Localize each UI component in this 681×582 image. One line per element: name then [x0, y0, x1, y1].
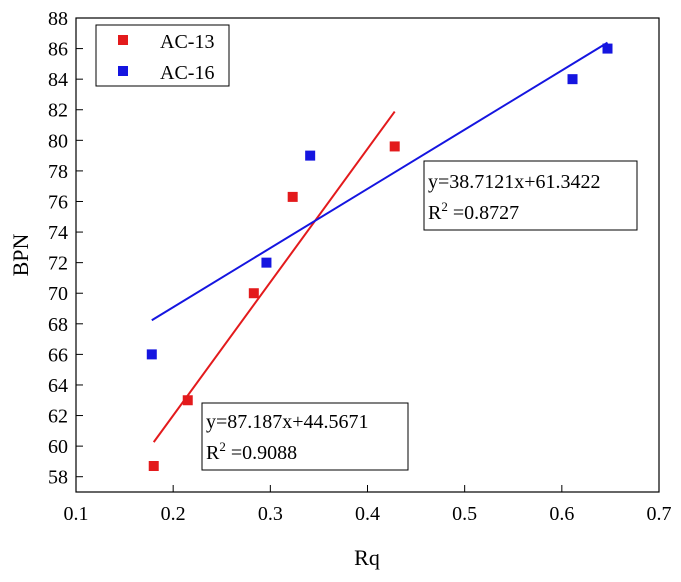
x-axis-title: Rq: [354, 545, 380, 570]
x-tick-label: 0.5: [452, 503, 477, 525]
r2-ac16: R2 =0.8727: [428, 199, 519, 224]
point-ac16: [602, 43, 613, 54]
annotation-box-ac16: [423, 160, 638, 231]
fit-line-ac16: [151, 41, 609, 322]
annotation-box-ac13: [201, 402, 409, 471]
point-ac13: [389, 141, 400, 152]
y-tick-label: 82: [48, 100, 68, 122]
x-tick-label: 0.4: [355, 503, 380, 525]
x-tick-label: 0.7: [647, 503, 672, 525]
x-tick-label: 0.3: [258, 503, 283, 525]
point-ac13: [182, 395, 193, 406]
y-tick-label: 84: [48, 69, 68, 91]
r2-ac13: R2 =0.9088: [206, 439, 297, 464]
point-ac13: [248, 288, 259, 299]
equation-ac13: y=87.187x+44.5671: [206, 411, 369, 433]
y-tick-label: 62: [48, 406, 68, 428]
point-ac16: [146, 349, 157, 360]
y-axis-title: BPN: [8, 233, 33, 276]
y-tick-label: 78: [48, 161, 68, 183]
y-tick-label: 58: [48, 467, 68, 489]
point-ac13: [148, 461, 159, 472]
y-tick-label: 66: [48, 344, 68, 366]
data-points: [146, 43, 613, 472]
point-ac16: [305, 150, 316, 161]
fit-line-ac13: [152, 110, 396, 443]
x-tick-label: 0.6: [549, 503, 574, 525]
legend-label-ac16: AC-16: [160, 62, 214, 84]
legend-label-ac13: AC-13: [160, 31, 214, 53]
y-tick-label: 72: [48, 253, 68, 275]
y-tick-label: 88: [48, 8, 68, 30]
y-tick-label: 70: [48, 283, 68, 305]
annotation-ac16: y=38.7121x+61.3422 R2 =0.8727: [423, 160, 638, 231]
annotation-ac13: y=87.187x+44.5671 R2 =0.9088: [201, 402, 409, 471]
legend-marker-ac16: [118, 66, 128, 76]
point-ac16: [567, 74, 578, 85]
x-tick-label: 0.1: [64, 503, 89, 525]
y-tick-label: 74: [48, 222, 68, 244]
legend-marker-ac13: [118, 35, 128, 45]
y-tick-label: 80: [48, 130, 68, 152]
fit-lines: [151, 41, 609, 443]
point-ac16: [261, 257, 272, 268]
legend: AC-13 AC-16: [95, 24, 230, 87]
axis-ticks: 0.1 0.2 0.3 0.4 0.5 0.6 0.7 58 60 62 64 66 68 70 72 74 7…: [48, 8, 672, 525]
y-tick-label: 86: [48, 39, 68, 61]
point-ac13: [287, 191, 298, 202]
equation-ac16: y=38.7121x+61.3422: [428, 171, 601, 193]
y-tick-label: 60: [48, 436, 68, 458]
y-tick-label: 76: [48, 191, 68, 213]
x-tick-label: 0.2: [161, 503, 186, 525]
y-tick-label: 64: [48, 375, 68, 397]
y-tick-label: 68: [48, 314, 68, 336]
